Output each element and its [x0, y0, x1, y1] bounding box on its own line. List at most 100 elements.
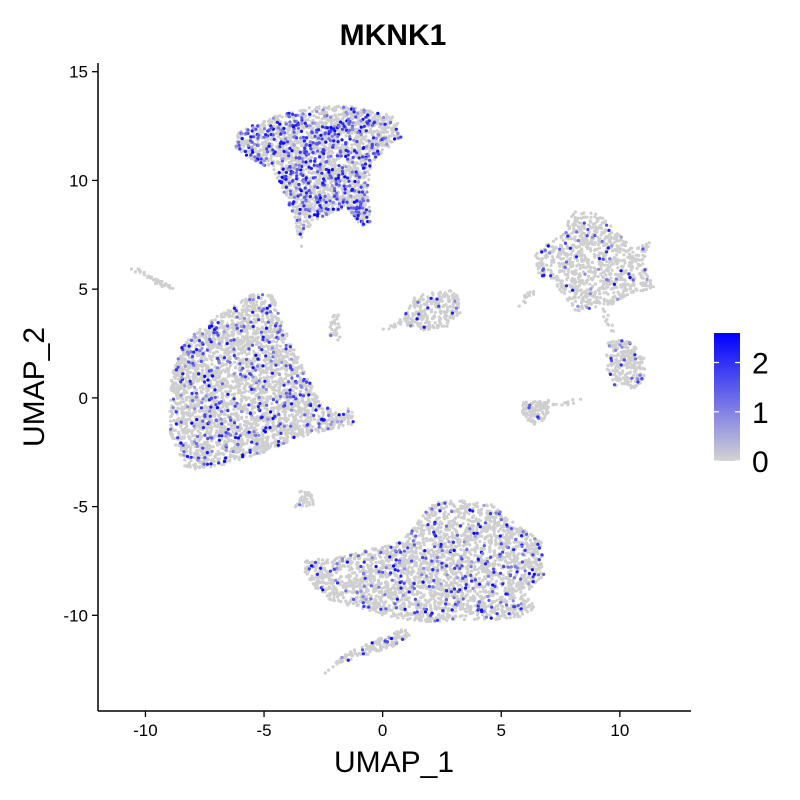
cell-point	[245, 369, 249, 373]
cell-point	[220, 426, 224, 430]
cell-point	[270, 120, 274, 124]
cell-point	[184, 346, 188, 350]
cell-point	[220, 396, 224, 400]
cell-point	[289, 348, 293, 352]
cell-point	[234, 411, 238, 415]
cell-point	[212, 463, 217, 467]
cell-point	[292, 205, 296, 209]
cell-point	[251, 378, 256, 382]
cell-point	[249, 454, 253, 458]
cell-point	[255, 313, 259, 317]
cell-point	[182, 387, 186, 391]
cell-point	[336, 167, 340, 171]
cell-point	[179, 400, 183, 404]
cell-point	[249, 425, 253, 429]
cell-point	[311, 425, 315, 429]
cell-point	[239, 443, 243, 448]
cell-point	[217, 385, 221, 389]
cell-point	[285, 333, 289, 338]
cell-point	[317, 414, 321, 418]
cell-point	[172, 368, 176, 372]
cell-point	[310, 397, 314, 401]
cell-point	[272, 391, 276, 395]
cell-point	[212, 421, 216, 425]
cell-point	[331, 417, 335, 421]
cell-point	[225, 381, 230, 385]
cell-point	[202, 406, 206, 410]
cell-point	[334, 415, 338, 419]
cell-point	[269, 327, 273, 332]
cell-point	[168, 419, 172, 423]
cell-point	[220, 347, 224, 351]
cell-point	[187, 434, 191, 438]
cell-point	[215, 371, 219, 375]
cell-point	[293, 149, 297, 153]
cell-point	[236, 414, 240, 418]
cell-point	[220, 336, 224, 340]
cell-point	[203, 328, 207, 332]
cell-point	[250, 436, 254, 440]
cell-point	[236, 418, 240, 422]
cell-point	[217, 431, 221, 435]
cell-point	[259, 148, 263, 152]
cell-point	[266, 381, 270, 385]
cell-point	[228, 458, 232, 463]
cell-point	[277, 152, 281, 156]
cell-point	[295, 224, 299, 229]
cell-point	[290, 430, 294, 434]
cell-point	[224, 363, 228, 367]
cell-point	[273, 406, 277, 410]
cell-point	[263, 349, 267, 354]
cell-point	[290, 413, 294, 417]
cell-point	[340, 143, 345, 147]
cell-point	[283, 428, 287, 432]
cell-point	[266, 335, 270, 339]
cell-point	[331, 157, 335, 162]
cell-point	[223, 408, 227, 413]
cell-point	[294, 205, 299, 209]
cell-point	[330, 414, 334, 418]
cell-point	[219, 379, 223, 383]
cell-point	[325, 106, 329, 110]
cell-point	[174, 374, 178, 378]
cell-point	[269, 153, 273, 157]
cell-point	[317, 430, 321, 434]
cell-point	[215, 350, 219, 354]
cell-point	[289, 372, 293, 377]
cell-point	[243, 403, 247, 407]
cell-point	[250, 335, 255, 339]
cell-point	[306, 203, 310, 208]
cell-point	[244, 309, 248, 313]
cell-point	[263, 411, 267, 415]
cell-point	[245, 331, 249, 335]
cell-point	[313, 403, 317, 407]
cell-point	[238, 382, 242, 386]
cell-point	[285, 424, 289, 428]
cell-point	[179, 407, 183, 411]
cell-point	[310, 393, 314, 397]
cell-point	[255, 338, 259, 342]
cell-point	[208, 356, 212, 360]
cell-point	[311, 408, 315, 412]
cell-point	[283, 354, 287, 358]
cell-point	[385, 130, 389, 134]
cell-point	[247, 389, 251, 393]
cell-point	[393, 123, 397, 127]
cell-point	[309, 418, 313, 422]
cell-point	[184, 376, 188, 380]
cell-point	[295, 400, 299, 404]
cell-point	[197, 409, 201, 413]
cell-point	[270, 429, 274, 433]
cell-point	[281, 340, 285, 344]
cell-point	[182, 362, 186, 366]
cell-point	[196, 429, 200, 433]
cell-point	[220, 451, 225, 456]
cell-point	[240, 417, 244, 421]
cell-point	[252, 317, 256, 321]
cell-point	[213, 318, 217, 322]
cell-point	[225, 311, 229, 315]
cell-point	[271, 318, 275, 322]
cell-point	[219, 312, 223, 316]
cell-point	[188, 449, 192, 453]
cell-point	[362, 121, 366, 125]
